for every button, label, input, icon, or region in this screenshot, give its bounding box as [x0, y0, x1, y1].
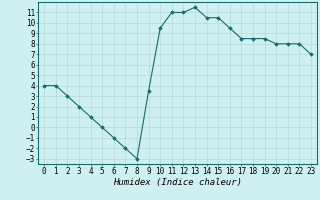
X-axis label: Humidex (Indice chaleur): Humidex (Indice chaleur) [113, 178, 242, 187]
